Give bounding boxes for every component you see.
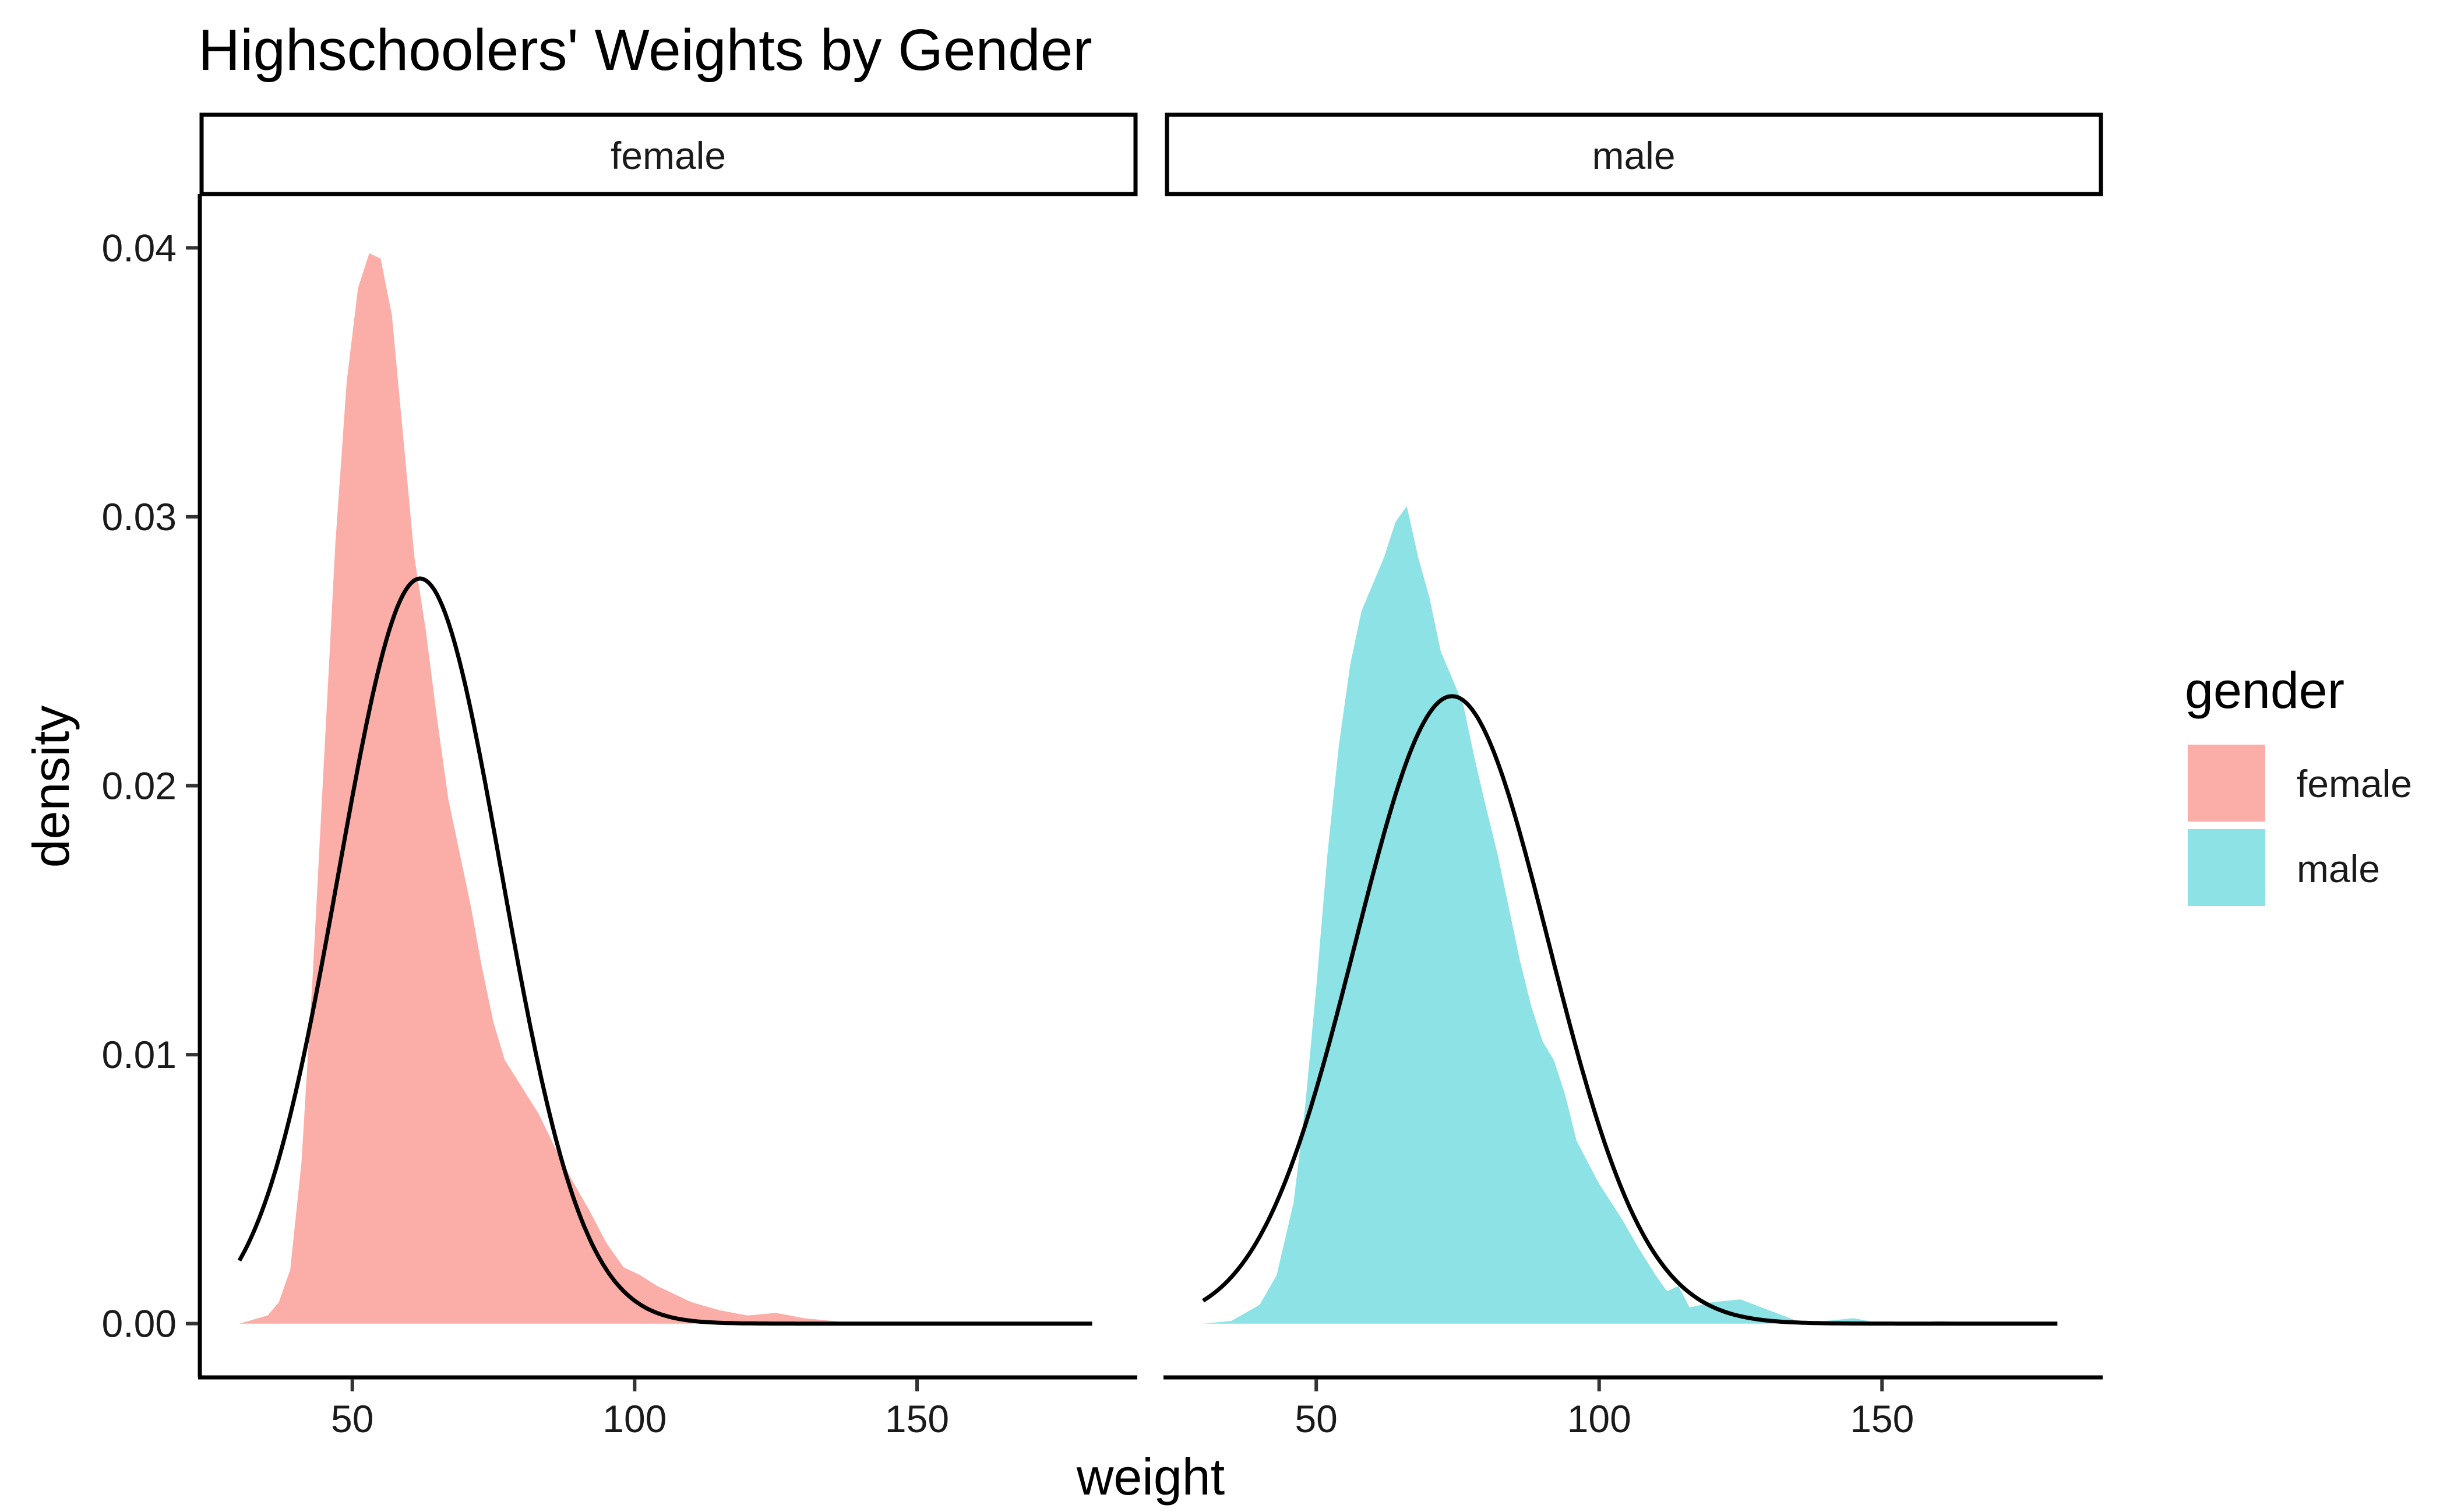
density-area-male — [1203, 506, 2052, 1324]
x-tick-label: 50 — [331, 1397, 373, 1440]
x-tick-label: 100 — [1567, 1397, 1631, 1440]
legend-key-female — [2188, 745, 2265, 822]
x-ticks-female: 50 100 150 — [331, 1379, 949, 1440]
y-tick-label: 0.04 — [102, 226, 177, 269]
density-area-female — [239, 253, 1087, 1324]
legend-label-female: female — [2297, 762, 2412, 805]
strip-label-female: female — [611, 134, 726, 177]
legend-key-male — [2188, 829, 2265, 906]
strip-label-male: male — [1592, 134, 1675, 177]
legend-title: gender — [2185, 661, 2344, 719]
normal-curve-male — [1202, 694, 2058, 1326]
legend: gender female male — [2185, 661, 2412, 906]
plot-area-female — [237, 253, 1092, 1326]
x-axis-title: weight — [1076, 1448, 1225, 1506]
y-tick-label: 0.00 — [102, 1302, 177, 1345]
x-tick-label: 50 — [1295, 1397, 1337, 1440]
y-tick-label: 0.03 — [102, 495, 177, 538]
normal-curve-female — [237, 576, 1092, 1326]
x-tick-label: 150 — [1850, 1397, 1914, 1440]
y-ticks: 0.00 0.01 0.02 0.03 0.04 — [102, 226, 198, 1345]
x-tick-label: 150 — [885, 1397, 949, 1440]
x-tick-label: 100 — [602, 1397, 667, 1440]
x-ticks-male: 50 100 150 — [1295, 1379, 1914, 1440]
y-tick-label: 0.02 — [102, 764, 177, 808]
strip-box-female — [199, 112, 1138, 196]
strip-box-male — [1165, 112, 2103, 196]
chart-title: Highschoolers' Weights by Gender — [198, 17, 1092, 83]
y-tick-label: 0.01 — [102, 1033, 177, 1076]
plot-area-male — [1202, 506, 2058, 1326]
y-axis-title: density — [22, 706, 80, 868]
facet-panel-male: male 50 100 150 — [1163, 112, 2103, 1440]
legend-label-male: male — [2297, 847, 2380, 890]
facet-panel-female: female 50 100 150 0.00 0.01 0.02 0.03 0.04 — [102, 112, 1138, 1440]
